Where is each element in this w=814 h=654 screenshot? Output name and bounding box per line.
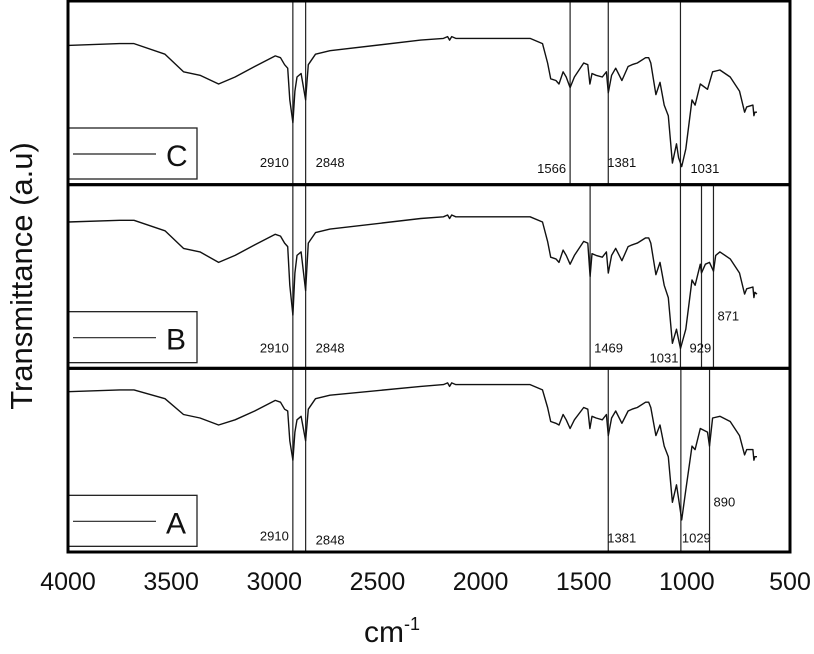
peak-label-2848: 2848 [316, 532, 345, 547]
peak-label-1031: 1031 [650, 351, 679, 366]
peak-label-2910: 2910 [260, 341, 289, 356]
legend-B: B [67, 311, 198, 364]
peak-label-1031: 1031 [690, 161, 719, 176]
x-axis-unit: cm [364, 616, 404, 649]
peak-label-929: 929 [690, 341, 712, 356]
peak-label-2910: 2910 [260, 528, 289, 543]
peak-label-1029: 1029 [682, 530, 711, 545]
peak-label-890: 890 [714, 494, 736, 509]
spectrum-line-B [67, 214, 758, 350]
x-tick-label-3500: 3500 [143, 568, 199, 596]
x-axis-label: cm-1 [364, 614, 420, 649]
x-tick-label-4000: 4000 [40, 568, 96, 596]
x-tick-label-1500: 1500 [556, 568, 612, 596]
x-axis-unit-exponent: -1 [404, 614, 420, 634]
peak-label-1381: 1381 [607, 530, 636, 545]
peak-label-2910: 2910 [260, 155, 289, 170]
x-tick-label-500: 500 [769, 568, 811, 596]
peak-label-1469: 1469 [594, 341, 623, 356]
x-tick-label-3000: 3000 [246, 568, 302, 596]
x-tick-label-2500: 2500 [350, 568, 406, 596]
legend-label: C [166, 140, 188, 173]
spectrum-line-C [67, 35, 757, 168]
peak-label-871: 871 [717, 309, 739, 324]
panel-C: 2910 2848 1566 1381 1031 C [66, 0, 792, 187]
peak-label-1381: 1381 [607, 155, 636, 170]
spectrum-line-A [67, 382, 757, 521]
x-tick-label-1000: 1000 [659, 568, 715, 596]
legend-label: A [166, 507, 186, 540]
panel-B: 2910 2848 1469 1031 929 871 B [66, 183, 792, 370]
peak-label-2848: 2848 [316, 155, 345, 170]
peak-label-2848: 2848 [316, 341, 345, 356]
y-axis-label: Transmittance (a.u) [4, 142, 39, 410]
legend-label: B [166, 324, 186, 357]
x-tick-label-2000: 2000 [453, 568, 509, 596]
panel-A: 2910 2848 1381 1029 890 A [66, 366, 792, 554]
legend-A: A [67, 494, 198, 547]
peak-label-1566: 1566 [537, 161, 566, 176]
panel-frame [66, 366, 792, 554]
legend-C: C [67, 127, 198, 180]
